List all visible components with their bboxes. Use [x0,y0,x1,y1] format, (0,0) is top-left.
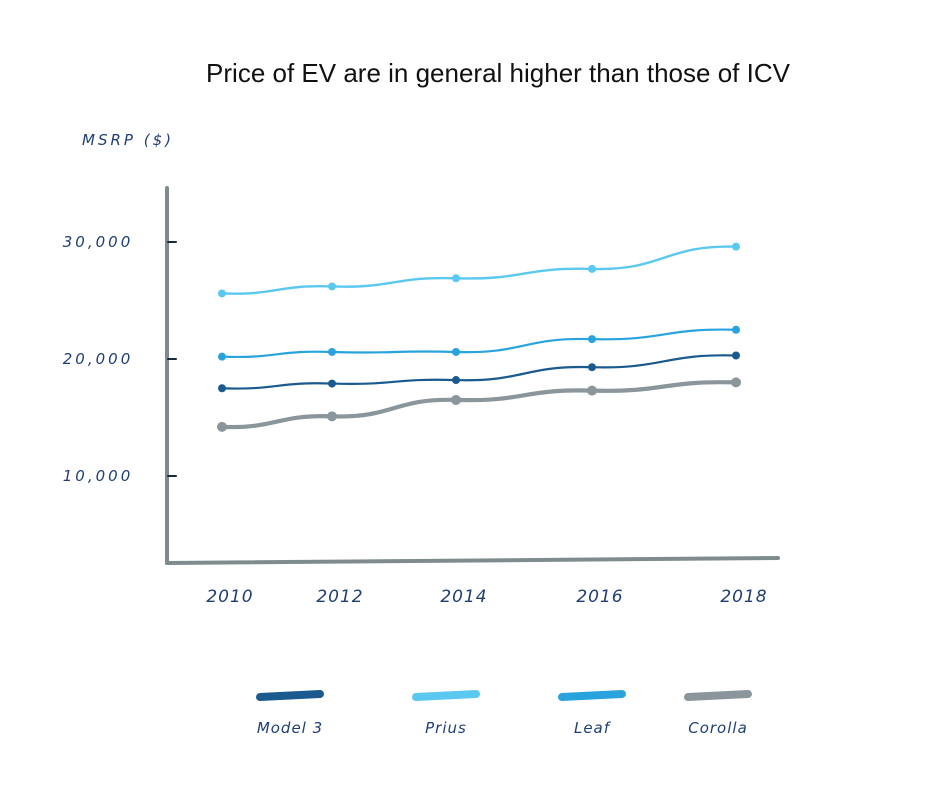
data-point [327,411,337,422]
data-point [732,325,740,334]
y-tick-label: 10,000 [63,467,134,485]
data-point [328,347,336,356]
series-line-corolla [219,380,739,430]
data-point [731,377,741,388]
series-line-model-3 [220,354,738,390]
series-line-leaf [220,328,738,359]
x-tick-label: 2010 [206,587,253,607]
data-point [217,421,227,432]
data-point [451,394,461,405]
legend-label: Model 3 [257,719,323,737]
data-point [588,335,596,344]
data-point [218,289,226,298]
legend-swatch [684,690,752,701]
y-tick-label: 20,000 [63,350,134,368]
data-point [328,282,336,291]
x-tick-label: 2012 [316,587,363,607]
x-axis [165,556,780,565]
data-point [218,384,226,393]
x-tick-label: 2018 [720,587,767,607]
data-point [588,264,596,273]
data-point [452,347,460,356]
data-point [732,351,740,360]
data-point [588,363,596,372]
series-line-prius [220,245,738,295]
chart-title: Price of EV are in general higher than t… [206,58,791,88]
legend-swatch [558,690,626,701]
data-point [732,242,740,251]
data-point [587,385,597,396]
y-tick-label: 30,000 [63,233,134,251]
legend-label: Leaf [574,719,612,737]
x-tick-label: 2014 [440,587,487,607]
legend-label: Prius [425,719,467,737]
data-point [218,352,226,361]
data-point [328,379,336,388]
data-point [452,376,460,385]
legend-swatch [412,690,480,701]
x-tick-label: 2016 [576,587,623,607]
legend-label: Corolla [688,719,748,737]
legend-swatch [256,690,324,701]
data-point [452,274,460,283]
y-axis-label: MSRP ($) [82,131,174,149]
